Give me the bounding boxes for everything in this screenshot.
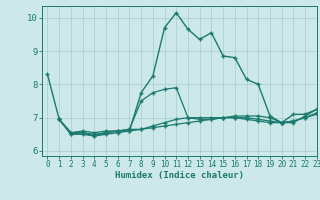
X-axis label: Humidex (Indice chaleur): Humidex (Indice chaleur) <box>115 171 244 180</box>
